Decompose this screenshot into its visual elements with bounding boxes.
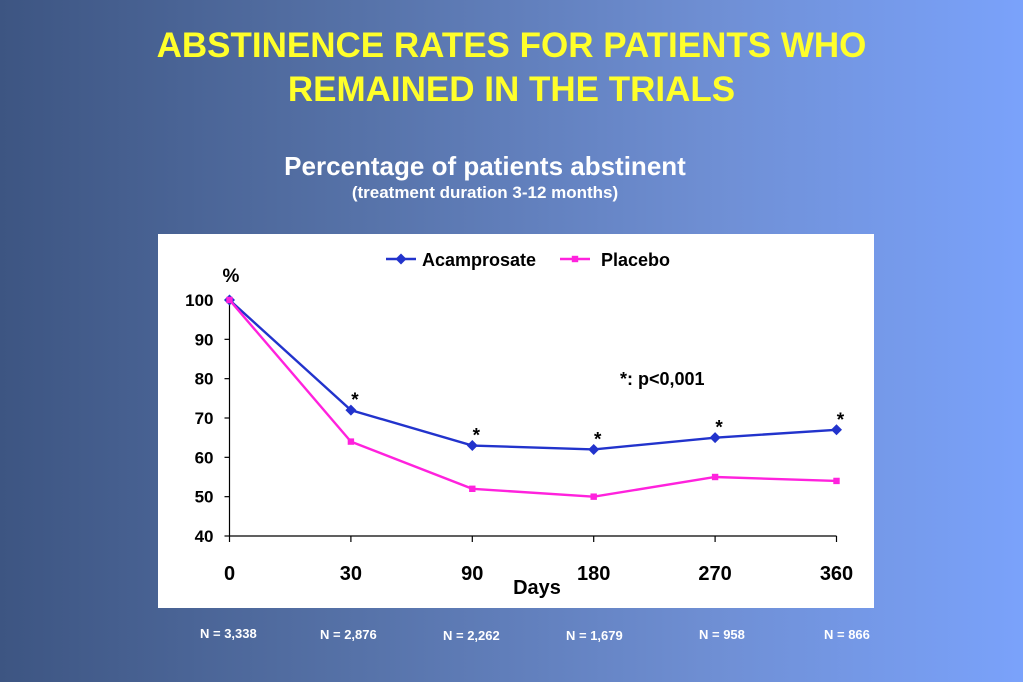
sample-size-day-270: N = 958 [699, 627, 745, 642]
slide-title-line-2: REMAINED IN THE TRIALS [287, 70, 736, 109]
data-point-placebo [711, 473, 719, 481]
data-point-placebo [833, 477, 840, 485]
data-point-acamprosate [709, 432, 721, 444]
significance-marker: * [351, 390, 359, 411]
significance-marker: * [473, 426, 481, 447]
x-tick-label: 180 [577, 563, 610, 585]
y-tick-label: 100 [185, 291, 213, 310]
y-tick-label: 80 [195, 370, 214, 389]
sample-size-day-30: N = 2,876 [320, 627, 377, 642]
slide-title: ABSTINENCE RATES FOR PATIENTS WHO REMAIN… [0, 24, 1023, 112]
line-chart: 40 50 60 70 80 90 100 0 30 90 180 270 360 Days% * * * * * *… [185, 250, 853, 599]
data-point-placebo [226, 296, 233, 304]
y-tick-label: 70 [195, 409, 214, 428]
data-point-acamprosate [466, 440, 478, 452]
sample-size-day-360: N = 866 [824, 627, 870, 642]
data-point-acamprosate [588, 443, 600, 455]
chart-subtitle: (treatment duration 3-12 months) [351, 183, 619, 202]
y-tick-label: 50 [195, 488, 214, 507]
significance-marker: * [837, 410, 845, 431]
y-tick-label: 60 [195, 448, 214, 467]
y-axis-label: % [223, 266, 240, 287]
significance-marker: * [715, 418, 723, 439]
p-value-annotation: *: p<0,001 [620, 369, 705, 389]
data-point-placebo [347, 438, 355, 445]
legend-marker-placebo [571, 255, 579, 263]
slide-title-line-1: ABSTINENCE RATES FOR PATIENTS WHO [156, 26, 867, 65]
data-point-placebo [469, 485, 476, 492]
x-tick-label: 90 [461, 563, 483, 585]
data-point-acamprosate [831, 424, 842, 436]
y-tick-label: 40 [195, 527, 214, 546]
series-line-placebo [228, 299, 837, 498]
data-point-placebo [590, 493, 597, 500]
sample-size-day-90: N = 2,262 [443, 628, 500, 643]
x-tick-label: 0 [224, 563, 235, 585]
x-axis-label: Days [513, 577, 561, 599]
sample-size-day-180: N = 1,679 [566, 628, 623, 643]
legend-marker-acamprosate [395, 253, 407, 265]
x-tick-label: 30 [340, 563, 362, 585]
x-tick-label: 270 [698, 563, 731, 585]
sample-size-day-0: N = 3,338 [200, 626, 257, 641]
data-point-acamprosate [345, 404, 357, 416]
y-tick-label: 90 [195, 330, 214, 349]
legend-label-placebo: Placebo [601, 250, 670, 270]
series-line-acamprosate [228, 299, 837, 451]
significance-marker: * [594, 429, 602, 450]
legend-label-acamprosate: Acamprosate [422, 250, 536, 270]
chart-title: Percentage of patients abstinent [284, 151, 686, 181]
x-tick-label: 360 [820, 563, 853, 585]
chart-panel: 40 50 60 70 80 90 100 0 30 90 180 270 360 Days% * * * * * *… [158, 234, 874, 608]
chart-heading: Percentage of patients abstinent (treatm… [170, 150, 800, 204]
